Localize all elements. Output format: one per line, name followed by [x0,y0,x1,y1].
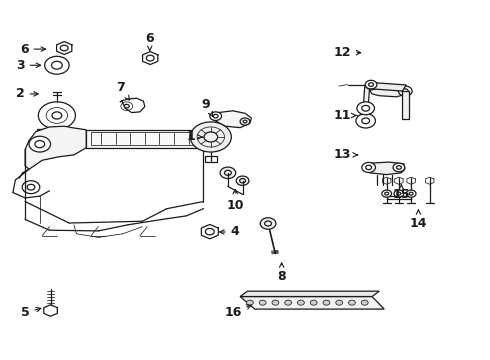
Circle shape [356,114,375,128]
Polygon shape [364,162,405,175]
Text: 2: 2 [16,87,38,100]
Bar [205,156,217,162]
Circle shape [357,102,374,115]
Polygon shape [402,91,409,119]
Circle shape [246,300,253,305]
Circle shape [220,167,236,179]
Circle shape [365,80,377,89]
Circle shape [323,300,330,305]
Circle shape [22,181,40,194]
Circle shape [297,300,304,305]
Circle shape [348,300,355,305]
Text: 15: 15 [392,185,410,201]
Text: 3: 3 [16,59,41,72]
Text: 11: 11 [334,109,357,122]
Circle shape [394,190,404,197]
Polygon shape [25,126,86,169]
Text: 1: 1 [187,130,202,144]
Text: 5: 5 [21,306,41,319]
Circle shape [398,86,412,96]
Text: 6: 6 [146,32,154,51]
Circle shape [272,300,279,305]
Polygon shape [362,87,369,123]
Text: 4: 4 [220,225,240,238]
Circle shape [361,300,368,305]
Circle shape [190,122,231,152]
Text: 6: 6 [20,42,46,55]
Polygon shape [369,87,407,97]
Circle shape [240,118,250,125]
Circle shape [362,162,375,172]
Polygon shape [240,291,379,297]
Text: 13: 13 [334,148,357,161]
Circle shape [382,190,392,197]
Text: 9: 9 [201,98,213,117]
Polygon shape [120,98,145,113]
Circle shape [393,163,405,172]
Polygon shape [240,297,384,309]
Circle shape [236,176,249,185]
Text: 14: 14 [410,210,427,230]
Polygon shape [211,111,251,128]
Text: 8: 8 [277,263,286,283]
Circle shape [29,136,50,152]
Circle shape [285,300,292,305]
Circle shape [310,300,317,305]
Polygon shape [86,130,203,148]
Circle shape [260,218,276,229]
Text: 12: 12 [334,46,361,59]
Text: 10: 10 [226,189,244,212]
Circle shape [336,300,343,305]
Circle shape [406,190,416,197]
Text: 16: 16 [224,305,251,319]
Polygon shape [367,82,406,91]
Circle shape [210,112,221,121]
Circle shape [259,300,266,305]
Text: 7: 7 [116,81,129,100]
